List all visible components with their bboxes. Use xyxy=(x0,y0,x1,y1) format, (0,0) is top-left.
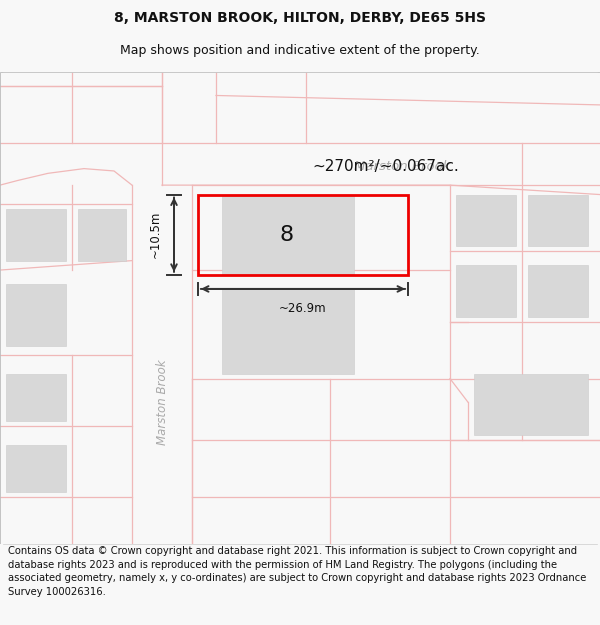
Text: Marston Brook: Marston Brook xyxy=(155,359,169,445)
Bar xyxy=(456,194,516,246)
Bar xyxy=(222,194,354,275)
Text: 8: 8 xyxy=(279,224,293,244)
Bar xyxy=(474,374,588,435)
Text: 8, MARSTON BROOK, HILTON, DERBY, DE65 5HS: 8, MARSTON BROOK, HILTON, DERBY, DE65 5H… xyxy=(114,11,486,25)
Bar xyxy=(78,209,126,261)
Text: Map shows position and indicative extent of the property.: Map shows position and indicative extent… xyxy=(120,44,480,57)
Text: ~26.9m: ~26.9m xyxy=(279,302,327,315)
Bar xyxy=(6,209,66,261)
Bar xyxy=(6,374,66,421)
Text: ~10.5m: ~10.5m xyxy=(148,211,161,258)
Bar xyxy=(6,444,66,492)
Text: Marston Brook: Marston Brook xyxy=(354,160,450,172)
Bar xyxy=(222,289,354,374)
Bar xyxy=(528,194,588,246)
Text: ~270m²/~0.067ac.: ~270m²/~0.067ac. xyxy=(312,159,459,174)
Bar xyxy=(456,266,516,318)
Bar xyxy=(528,266,588,318)
Bar xyxy=(6,284,66,346)
Text: Contains OS data © Crown copyright and database right 2021. This information is : Contains OS data © Crown copyright and d… xyxy=(8,546,586,597)
Bar xyxy=(198,194,408,275)
